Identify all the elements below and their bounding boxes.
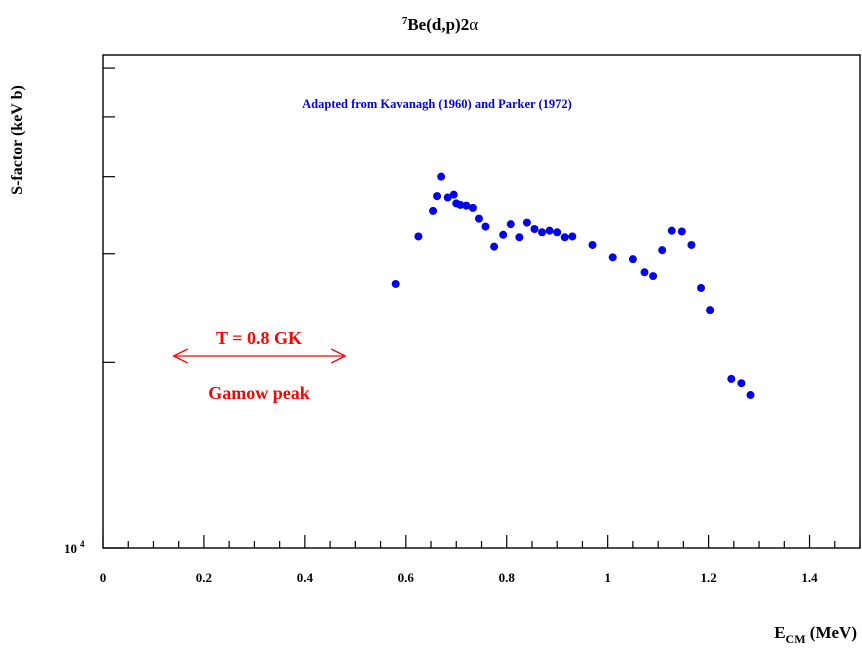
data-point bbox=[545, 226, 554, 235]
data-point bbox=[490, 242, 499, 251]
title-superscript: 7 bbox=[402, 15, 408, 27]
x-axis-label-unit: (MeV) bbox=[806, 623, 857, 642]
data-point bbox=[640, 268, 649, 277]
x-axis-label-sub: CM bbox=[786, 632, 806, 646]
x-tick-label: 0.6 bbox=[398, 570, 415, 585]
data-point bbox=[474, 214, 483, 223]
x-tick-label: 0.8 bbox=[499, 570, 516, 585]
x-tick-label: 0.2 bbox=[196, 570, 212, 585]
x-axis-ticks bbox=[102, 535, 861, 548]
data-point bbox=[568, 232, 577, 241]
x-axis-label: ECM (MeV) bbox=[774, 623, 857, 646]
data-point bbox=[677, 227, 686, 236]
data-point bbox=[414, 232, 423, 241]
data-point bbox=[667, 226, 676, 235]
y-tick-label: 10 4 bbox=[64, 539, 85, 556]
x-axis-label-main: E bbox=[774, 623, 785, 642]
plot-frame bbox=[102, 54, 861, 549]
x-tick-label: 1.4 bbox=[801, 570, 818, 585]
gamow-window-arrow bbox=[172, 348, 347, 364]
data-point bbox=[456, 200, 465, 209]
data-point bbox=[737, 379, 746, 388]
data-point bbox=[628, 255, 637, 264]
gamow-arrow-head-left bbox=[172, 348, 188, 364]
source-annotation: Adapted from Kavanagh (1960) and Parker … bbox=[302, 97, 572, 111]
temperature-label: T = 0.8 GK bbox=[216, 328, 302, 348]
data-point bbox=[706, 306, 715, 315]
x-tick-label: 0.4 bbox=[297, 570, 314, 585]
data-point bbox=[429, 206, 438, 215]
title-alpha: α bbox=[469, 15, 478, 34]
data-point bbox=[433, 192, 442, 201]
x-axis-tick-labels: 0 0.2 0.4 0.6 0.8 1 1.2 1.4 bbox=[100, 570, 818, 585]
x-tick-label: 1 bbox=[604, 570, 611, 585]
data-point bbox=[649, 272, 658, 281]
data-point bbox=[499, 230, 508, 239]
x-tick-label: 1.2 bbox=[700, 570, 716, 585]
gamow-peak-label: Gamow peak bbox=[208, 383, 310, 403]
data-point bbox=[697, 283, 706, 292]
data-points bbox=[391, 172, 755, 400]
data-point bbox=[506, 220, 515, 229]
data-point bbox=[443, 193, 452, 202]
data-point bbox=[515, 233, 524, 242]
y-axis-ticks bbox=[103, 67, 125, 549]
y-axis-label: S-factor (keV b) bbox=[9, 85, 26, 195]
data-point bbox=[658, 246, 667, 255]
chart-title: 7Be(d,p)2α bbox=[402, 15, 478, 34]
gamow-arrow-head-right bbox=[330, 348, 347, 364]
data-point bbox=[560, 233, 569, 242]
data-point bbox=[468, 203, 477, 212]
data-point bbox=[727, 374, 736, 383]
data-point bbox=[391, 279, 400, 288]
data-point bbox=[588, 240, 597, 249]
data-point bbox=[462, 201, 471, 210]
data-point bbox=[746, 391, 755, 400]
data-point bbox=[538, 228, 547, 237]
data-point bbox=[553, 228, 562, 237]
data-point bbox=[522, 218, 531, 227]
y-tick-exp: 4 bbox=[80, 539, 85, 549]
x-tick-label: 0 bbox=[100, 570, 107, 585]
data-point bbox=[449, 190, 458, 199]
data-point bbox=[481, 222, 490, 231]
data-point bbox=[437, 172, 446, 181]
data-point bbox=[608, 253, 617, 262]
data-point bbox=[530, 225, 539, 234]
y-tick-base: 10 bbox=[64, 541, 77, 556]
data-point bbox=[687, 240, 696, 249]
title-main: Be(d,p)2 bbox=[407, 15, 469, 34]
